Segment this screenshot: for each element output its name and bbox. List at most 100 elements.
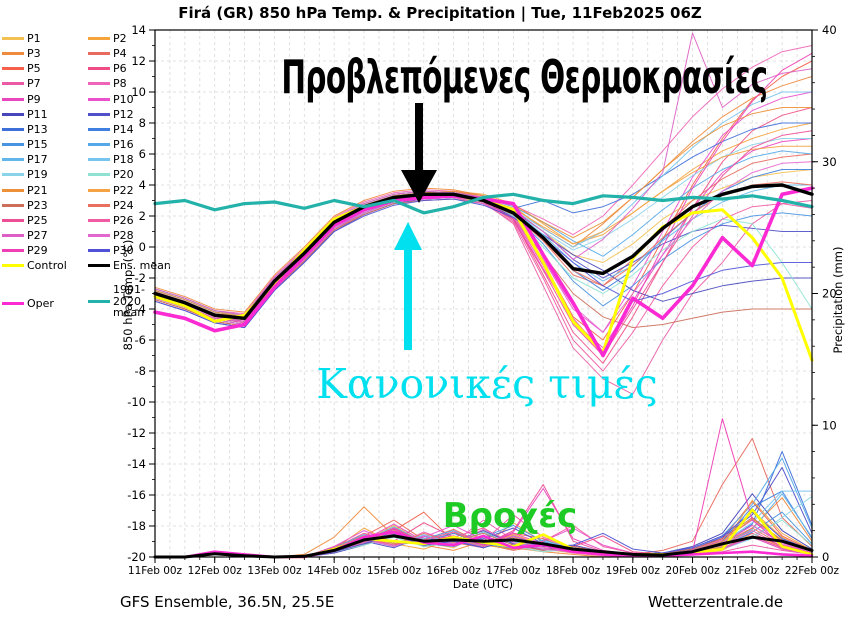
legend-item-p1-label: P1 [27,32,41,45]
legend-item-p10-swatch [88,97,110,101]
legend-item-p11: P11 [2,108,48,121]
legend-item-p4-label: P4 [113,47,127,61]
legend-item-p28-label: P28 [113,228,134,242]
legend-item-p13-swatch [2,127,24,131]
legend-item-p20-swatch [88,173,110,177]
legend-item-p9-label: P9 [27,92,41,106]
legend-item-p23-label: P23 [27,198,48,212]
svg-text:2: 2 [139,209,146,223]
y-axis-title-temp: 850 hPa Temp. (°C) [121,239,135,351]
svg-text:-6: -6 [135,333,146,347]
legend-item-p8: P8 [88,77,127,90]
legend-item-p7-swatch [2,82,24,86]
svg-text:-2: -2 [135,271,146,285]
cyan-up-arrow [394,222,422,350]
legend-item-p17-swatch [2,158,24,162]
svg-text:-4: -4 [135,302,146,316]
legend-item-p27-swatch [2,233,24,237]
legend-item-p23-swatch [2,203,24,207]
svg-text:16Feb 00z: 16Feb 00z [427,565,482,577]
legend-item-p16-swatch [88,143,110,147]
chart-title: Firá (GR) 850 hPa Temp. & Precipitation … [178,4,702,22]
legend-item-p8-swatch [88,82,110,86]
svg-text:17Feb 00z: 17Feb 00z [486,565,541,577]
legend-item-p11-label: P11 [27,107,48,121]
y-axis-title-precip: Precipitation (mm) [831,246,845,354]
legend-item-p20: P20 [88,168,134,181]
svg-text:22Feb 00z: 22Feb 00z [785,565,840,577]
legend-item-p10-label: P10 [113,92,134,106]
legend-item-p4-swatch [88,52,110,56]
legend-item-p3-swatch [2,52,24,56]
svg-text:-12: -12 [127,426,146,440]
legend-item-p25-label: P25 [27,213,48,227]
legend-item-p5: P5 [2,62,41,75]
legend-item-p15-label: P15 [27,138,48,152]
legend-item-p3: P3 [2,47,41,60]
legend-item-p14: P14 [88,123,134,136]
legend-item-1991-2020-mean-label: 1991-2020 mean [113,283,145,320]
svg-text:10: 10 [822,418,837,432]
svg-text:20Feb 00z: 20Feb 00z [665,565,720,577]
svg-text:30: 30 [822,155,837,169]
legend-item-p5-label: P5 [27,62,41,76]
axes-frame: 11Feb 00z 12Feb 00z 13Feb 00z 14Feb 00z 15Fe… [127,23,839,577]
legend-item-p18: P18 [88,153,134,166]
legend-item-p28-swatch [88,233,110,237]
legend-item-p24-label: P24 [113,198,134,212]
legend-item-1991-2020-mean-swatch [88,299,110,303]
legend-item-p16-label: P16 [113,138,134,152]
legend-item-p24: P24 [88,199,134,212]
legend-item-p19: P19 [2,168,48,181]
legend-item-p6-swatch [88,67,110,71]
legend-item-control-label: Control [27,259,67,272]
svg-text:14Feb 00z: 14Feb 00z [307,565,362,577]
model-info-text: GFS Ensemble, 36.5N, 25.5E [120,593,335,611]
legend-item-p18-swatch [88,158,110,162]
legend-item-p15: P15 [2,138,48,151]
legend-item-p7: P7 [2,77,41,90]
legend-item-p26-label: P26 [113,213,134,227]
svg-text:15Feb 00z: 15Feb 00z [367,565,422,577]
legend-item-p12-label: P12 [113,107,134,121]
legend-item-p25-swatch [2,218,24,222]
legend-item-p18-label: P18 [113,153,134,167]
legend-item-p6: P6 [88,62,127,75]
legend-item-p26: P26 [88,214,134,227]
legend-item-ens-mean: Ens. mean [88,259,171,272]
svg-text:-14: -14 [127,457,146,471]
svg-text:10: 10 [131,85,146,99]
legend-item-p4: P4 [88,47,127,60]
legend-item-p6-label: P6 [113,62,127,76]
legend-item-ens-mean-label: Ens. mean [113,259,171,272]
svg-text:11Feb 00z: 11Feb 00z [128,565,183,577]
legend-item-p25: P25 [2,214,48,227]
svg-text:-20: -20 [127,550,146,564]
legend-item-p22-label: P22 [113,183,134,197]
legend-item-p27: P27 [2,229,48,242]
legend-item-p21-label: P21 [27,183,48,197]
legend-item-p9: P9 [2,93,41,106]
legend-item-oper-label: Oper [27,297,54,310]
legend-item-p8-label: P8 [113,77,127,91]
legend-item-control-swatch [2,264,24,267]
legend-item-p14-label: P14 [113,122,134,136]
legend-item-p2-swatch [88,37,110,40]
legend-item-p12-swatch [88,112,110,116]
svg-text:18Feb 00z: 18Feb 00z [546,565,601,577]
grid-lines [154,30,813,557]
legend-item-p20-label: P20 [113,168,134,182]
svg-text:14: 14 [131,23,146,37]
svg-text:12: 12 [131,54,146,68]
legend-item-p30: P30 [88,244,134,257]
svg-text:-18: -18 [127,519,146,533]
legend-item-p13: P13 [2,123,48,136]
legend-item-oper-swatch [2,302,24,305]
legend-item-p26-swatch [88,218,110,222]
legend-item-p11-swatch [2,112,24,116]
svg-text:0: 0 [139,240,146,254]
legend-item-p28: P28 [88,229,134,242]
credit-text: Wetterzentrale.de [648,593,784,611]
